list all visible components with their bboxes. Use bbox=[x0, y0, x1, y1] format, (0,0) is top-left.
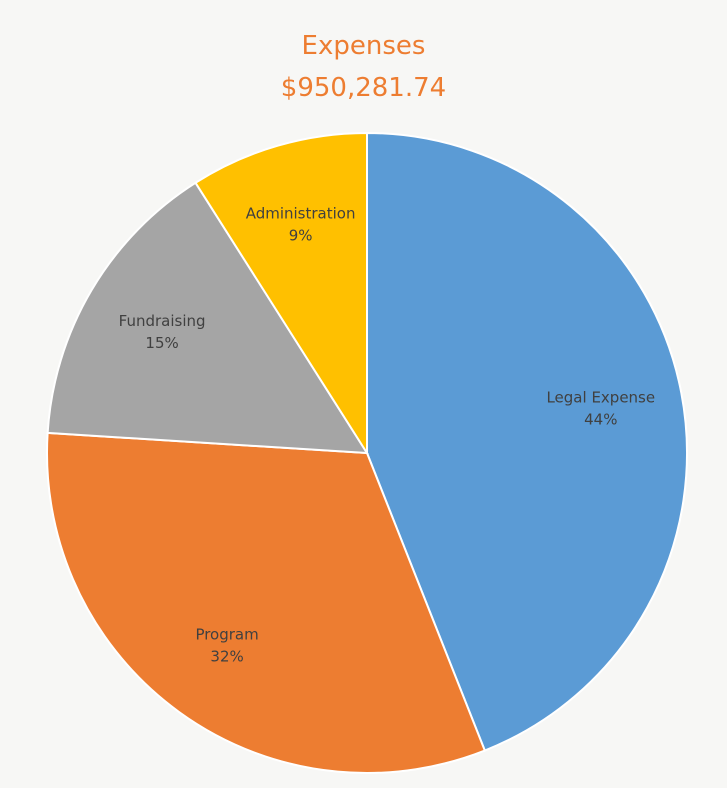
pie-slice-fundraising bbox=[46, 181, 369, 455]
slice-value-administration: 9% bbox=[289, 227, 313, 245]
pie-slice-administration bbox=[194, 131, 368, 457]
slice-label-legal-expense: Legal Expense bbox=[546, 388, 655, 406]
chart-title: Expenses bbox=[301, 31, 426, 61]
slice-value-program: 32% bbox=[210, 648, 243, 666]
chart-subtitle: $950,281.74 bbox=[280, 73, 447, 103]
slice-label-fundraising: Fundraising bbox=[119, 312, 206, 330]
pie-slice-legal-expense bbox=[366, 131, 689, 752]
slice-value-legal-expense: 44% bbox=[584, 410, 617, 428]
slice-label-program: Program bbox=[195, 626, 258, 644]
pie-slice-program bbox=[46, 431, 487, 774]
slice-value-fundraising: 15% bbox=[145, 334, 178, 352]
slice-label-administration: Administration bbox=[246, 205, 356, 223]
